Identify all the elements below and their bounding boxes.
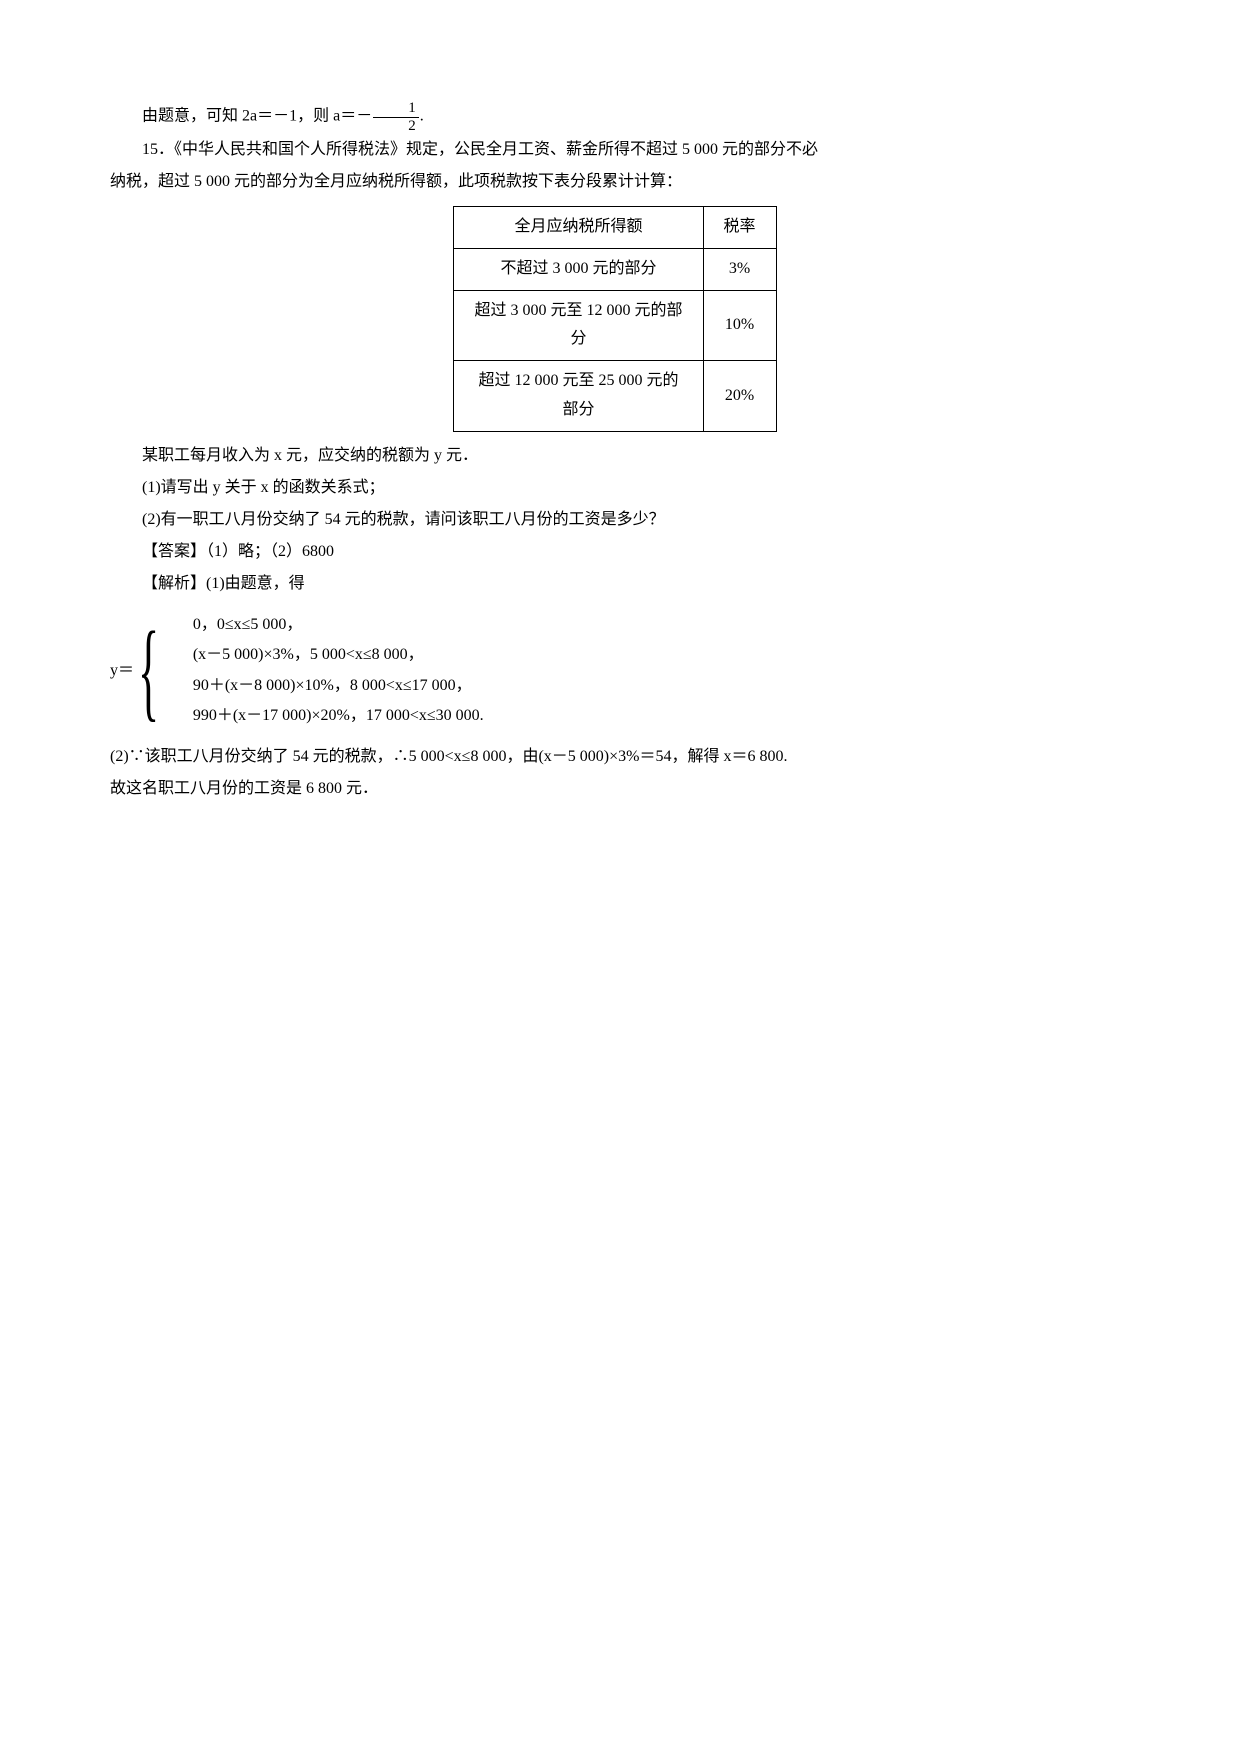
- question-2: (2)有一职工八月份交纳了 54 元的税款，请问该职工八月份的工资是多少？: [110, 504, 1120, 536]
- case-line: 990＋(x－17 000)×20%，17 000<x≤30 000.: [193, 701, 484, 731]
- problem-intro-1: 15．《中华人民共和国个人所得税法》规定，公民全月工资、薪金所得不超过 5 00…: [110, 134, 1120, 166]
- table-row: 超过 3 000 元至 12 000 元的部分 10%: [454, 290, 776, 361]
- cell-bracket: 不超过 3 000 元的部分: [454, 248, 703, 290]
- case-line: 0，0≤x≤5 000，: [193, 610, 484, 640]
- fraction-num: 1: [373, 100, 419, 118]
- case-line: 90＋(x－8 000)×10%，8 000<x≤17 000，: [193, 671, 484, 701]
- case-line: (x－5 000)×3%，5 000<x≤8 000，: [193, 640, 484, 670]
- header-bracket: 全月应纳税所得额: [454, 207, 703, 249]
- tax-table: 全月应纳税所得额 税率 不超过 3 000 元的部分 3% 超过 3 000 元…: [453, 206, 776, 432]
- brace-icon: {: [138, 621, 159, 720]
- analysis-head: 【解析】(1)由题意，得: [110, 568, 1120, 600]
- answer-line: 【答案】（1）略；（2）6800: [110, 536, 1120, 568]
- piecewise-function: y＝ { 0，0≤x≤5 000， (x－5 000)×3%，5 000<x≤8…: [110, 610, 1120, 732]
- part2-line1: (2)∵该职工八月份交纳了 54 元的税款，∴5 000<x≤8 000，由(x…: [110, 741, 1120, 773]
- part2-line2: 故这名职工八月份的工资是 6 800 元．: [110, 773, 1120, 805]
- prelude-line: 由题意，可知 2a＝－1，则 a＝－12.: [110, 100, 1120, 134]
- question-1: (1)请写出 y 关于 x 的函数关系式；: [110, 472, 1120, 504]
- fraction-den: 2: [373, 118, 419, 135]
- piecewise-cases: 0，0≤x≤5 000， (x－5 000)×3%，5 000<x≤8 000，…: [193, 610, 484, 732]
- cell-rate: 10%: [703, 290, 776, 361]
- prelude-period: .: [420, 108, 424, 125]
- table-row: 不超过 3 000 元的部分 3%: [454, 248, 776, 290]
- table-row: 超过 12 000 元至 25 000 元的部分 20%: [454, 361, 776, 432]
- after-table: 某职工每月收入为 x 元，应交纳的税额为 y 元．: [110, 440, 1120, 472]
- problem-intro-2: 纳税，超过 5 000 元的部分为全月应纳税所得额，此项税款按下表分段累计计算：: [110, 166, 1120, 198]
- table-header-row: 全月应纳税所得额 税率: [454, 207, 776, 249]
- fraction: 12: [373, 100, 419, 134]
- cell-rate: 20%: [703, 361, 776, 432]
- prelude-text: 由题意，可知 2a＝－1，则 a＝－: [142, 108, 372, 125]
- cell-rate: 3%: [703, 248, 776, 290]
- cell-bracket: 超过 3 000 元至 12 000 元的部分: [454, 290, 703, 361]
- piecewise-lhs: y＝: [110, 655, 134, 687]
- cell-bracket: 超过 12 000 元至 25 000 元的部分: [454, 361, 703, 432]
- header-rate: 税率: [703, 207, 776, 249]
